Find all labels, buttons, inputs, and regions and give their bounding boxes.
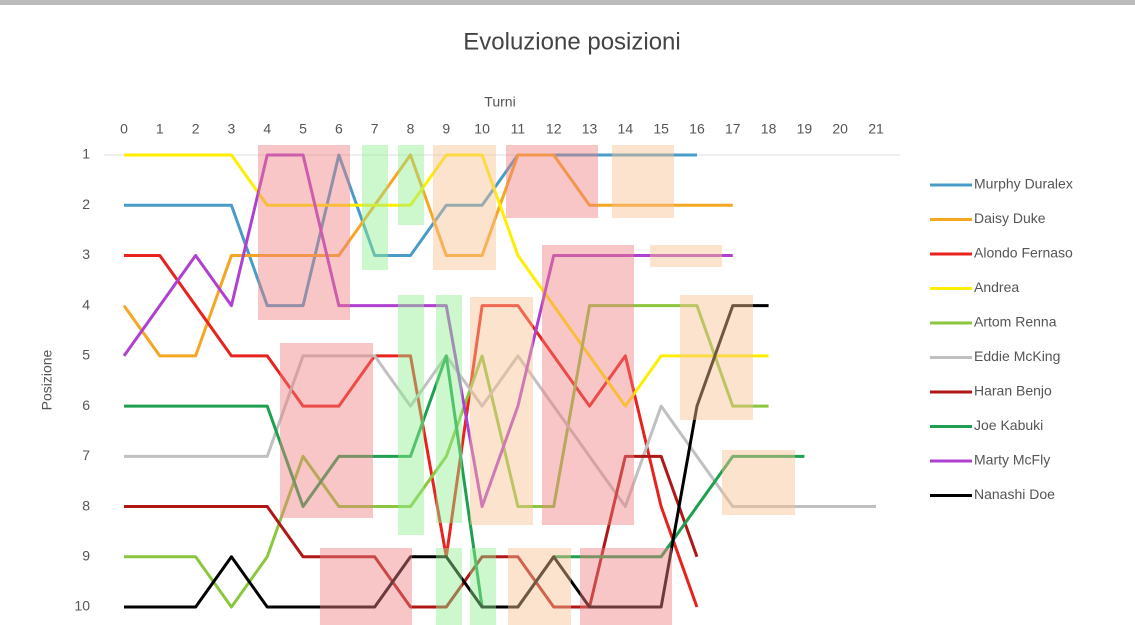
highlight: [320, 548, 412, 625]
y-tick-label: 10: [74, 598, 90, 614]
highlight: [398, 145, 424, 225]
y-tick-label: 2: [82, 196, 90, 212]
chart-title: Evoluzione posizioni: [463, 28, 680, 55]
x-tick-label: 1: [156, 121, 164, 137]
highlight: [280, 343, 373, 518]
legend-label: Eddie McKing: [974, 348, 1060, 364]
x-tick-label: 8: [407, 121, 415, 137]
highlight: [258, 145, 350, 320]
x-tick-label: 2: [192, 121, 200, 137]
highlight: [433, 145, 496, 270]
series-line: [122, 153, 733, 509]
legend-label: Alondo Fernaso: [974, 245, 1073, 261]
x-tick-label: 13: [582, 121, 598, 137]
highlight: [470, 297, 533, 525]
x-tick-label: 18: [761, 121, 777, 137]
x-tick-label: 17: [725, 121, 741, 137]
series-line: [124, 304, 769, 609]
y-tick-label: 5: [82, 347, 90, 363]
highlight: [436, 548, 462, 625]
x-tick-label: 12: [546, 121, 562, 137]
highlight: [542, 245, 634, 525]
x-tick-label: 0: [120, 121, 128, 137]
x-tick-label: 15: [653, 121, 669, 137]
series-line: [124, 354, 876, 509]
highlight: [506, 145, 598, 218]
highlight: [362, 145, 388, 270]
x-tick-label: 3: [228, 121, 236, 137]
y-tick-label: 7: [82, 447, 90, 463]
legend-label: Haran Benjo: [974, 383, 1052, 399]
x-tick-label: 14: [618, 121, 634, 137]
y-tick-label: 9: [82, 547, 90, 563]
x-tick-label: 20: [832, 121, 848, 137]
top-border: [0, 0, 1135, 5]
highlight: [508, 548, 571, 625]
highlight: [398, 295, 424, 535]
x-tick-label: 16: [689, 121, 705, 137]
y-tick-label: 6: [82, 397, 90, 413]
highlight: [580, 548, 672, 625]
legend-label: Marty McFly: [974, 452, 1050, 468]
series-line: [124, 153, 697, 308]
x-axis-title: Turni: [484, 94, 515, 110]
legend-label: Joe Kabuki: [974, 417, 1043, 433]
highlight: [436, 295, 462, 523]
highlights: [258, 145, 795, 625]
legend-label: Nanashi Doe: [974, 486, 1055, 502]
legend-label: Daisy Duke: [974, 210, 1046, 226]
y-tick-label: 8: [82, 497, 90, 513]
y-tick-label: 4: [82, 296, 90, 312]
highlight: [722, 450, 795, 515]
y-tick-label: 3: [82, 246, 90, 262]
series-line: [124, 354, 805, 609]
x-tick-label: 10: [474, 121, 490, 137]
highlight: [612, 145, 674, 218]
x-tick-label: 11: [511, 121, 526, 137]
y-tick-label: 1: [82, 146, 90, 162]
x-tick-label: 9: [442, 121, 450, 137]
x-tick-label: 19: [797, 121, 813, 137]
x-tick-label: 6: [335, 121, 343, 137]
x-tick-label: 21: [868, 121, 884, 137]
x-tick-label: 7: [371, 121, 379, 137]
highlight: [650, 245, 722, 267]
series-line: [124, 153, 769, 408]
y-axis-title: Posizione: [39, 349, 55, 410]
series-line: [122, 153, 733, 358]
legend-label: Murphy Duralex: [974, 176, 1073, 192]
legend-label: Artom Renna: [974, 314, 1057, 330]
highlight: [470, 548, 496, 625]
series-line: [124, 253, 699, 608]
series-line: [124, 304, 769, 609]
x-tick-label: 5: [299, 121, 307, 137]
x-tick-label: 4: [263, 121, 271, 137]
legend-label: Andrea: [974, 279, 1019, 295]
highlight: [680, 295, 753, 420]
